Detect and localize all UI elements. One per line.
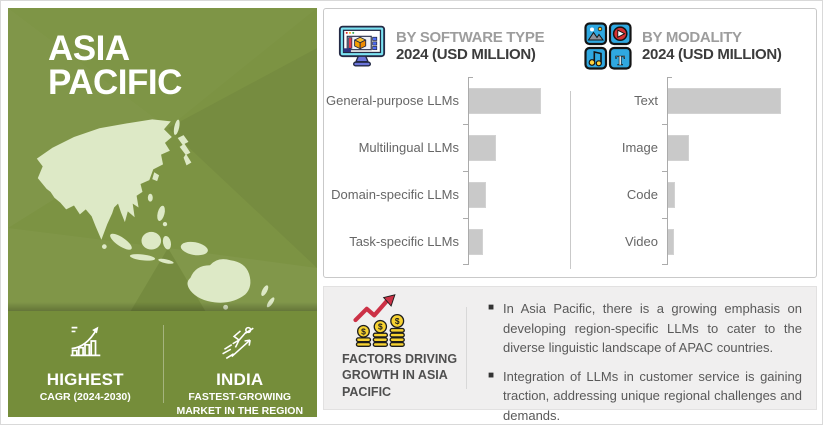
region-title-line1: ASIA — [48, 29, 130, 68]
axis-tick — [667, 77, 672, 78]
coins-growth-icon: $ $ $ — [353, 294, 405, 347]
chart-subtitle: 2024 (USD MILLION) — [642, 46, 782, 63]
bullet-item: ■ Integration of LLMs in customer servic… — [488, 367, 802, 426]
factors-bullets: ■ In Asia Pacific, there is a growing em… — [488, 299, 802, 434]
factors-panel: $ $ $ FACTORS DRIVING GROWTH IN ASIA PAC… — [323, 286, 817, 423]
region-title-line2: PACIFIC — [48, 62, 182, 102]
charts-card: BY SOFTWARE TYPE 2024 (USD MILLION) Gene… — [323, 8, 817, 278]
stat-subtitle: CAGR (2024-2030) — [39, 391, 131, 403]
axis-tick — [662, 124, 667, 125]
category-label: General-purpose LLMs — [326, 92, 459, 108]
svg-text:$: $ — [395, 316, 400, 326]
modality-header: T BY MODALITY 2024 (USD MILLION) — [570, 9, 816, 70]
chart-row: Image — [570, 124, 816, 171]
modality-icon: T — [584, 22, 632, 70]
asia-pacific-panel: ASIA PACIFIC — [8, 8, 317, 417]
axis-tick — [463, 264, 468, 265]
axis-tick — [662, 218, 667, 219]
stat-subtitle: FASTEST-GROWING MARKET IN THE REGION — [176, 391, 304, 417]
category-label: Text — [634, 92, 658, 108]
chart-row: Code — [570, 171, 816, 218]
category-label: Video — [624, 233, 658, 249]
bullet-square-icon: ■ — [488, 302, 495, 313]
software-type-header: BY SOFTWARE TYPE 2024 (USD MILLION) — [324, 9, 570, 70]
modality-plot: Text Image Code Video — [570, 77, 816, 265]
category-label: Domain-specific LLMs — [331, 186, 459, 202]
axis-tick — [468, 77, 473, 78]
stat-title: HIGHEST — [46, 370, 124, 389]
software-type-icon — [338, 25, 386, 67]
chart-row: Multilingual LLMs — [324, 124, 570, 171]
chart-row: Task-specific LLMs — [324, 218, 570, 265]
factors-divider — [466, 307, 467, 389]
svg-text:$: $ — [378, 322, 383, 332]
chart-row: Text — [570, 77, 816, 124]
bullet-item: ■ In Asia Pacific, there is a growing em… — [488, 299, 802, 358]
chart-subtitle: 2024 (USD MILLION) — [396, 46, 536, 63]
axis-tick — [662, 264, 667, 265]
axis-tick — [463, 124, 468, 125]
category-label: Image — [621, 139, 658, 155]
bar-domain-specific-llms — [468, 181, 486, 208]
stat-india-fastest: INDIA FASTEST-GROWING MARKET IN THE REGI… — [163, 311, 318, 417]
bullet-text: Integration of LLMs in customer service … — [503, 368, 802, 423]
stats-divider — [162, 325, 164, 403]
chart-row: General-purpose LLMs — [324, 77, 570, 124]
region-stats-band: HIGHEST CAGR (2024-2030) INDIA FASTEST-G… — [8, 302, 318, 417]
runner-growth-icon — [221, 326, 254, 360]
stat-highest-cagr: HIGHEST CAGR (2024-2030) — [8, 311, 163, 417]
factors-title: FACTORS DRIVING GROWTH IN ASIA PACIFIC — [342, 352, 458, 399]
software-type-plot: General-purpose LLMs Multilingual LLMs D… — [324, 77, 570, 265]
modality-titles: BY MODALITY 2024 (USD MILLION) — [642, 29, 782, 64]
axis-tick — [463, 171, 468, 172]
software-type-titles: BY SOFTWARE TYPE 2024 (USD MILLION) — [396, 28, 545, 64]
axis-tick — [662, 171, 667, 172]
modality-chart: T BY MODALITY 2024 (USD MILLION) Text Im… — [570, 9, 816, 277]
bar-image — [667, 134, 689, 161]
chart-title: BY MODALITY — [642, 28, 742, 46]
bullet-text: In Asia Pacific, there is a growing emph… — [503, 301, 802, 355]
bar-video — [667, 228, 674, 255]
bar-code — [667, 181, 675, 208]
bar-text — [667, 87, 781, 114]
asia-pacific-map — [36, 119, 275, 310]
svg-text:T: T — [616, 54, 626, 69]
software-type-chart: BY SOFTWARE TYPE 2024 (USD MILLION) Gene… — [324, 9, 570, 277]
growth-chart-icon — [70, 326, 101, 357]
axis-tick — [463, 218, 468, 219]
bar-multilingual-llms — [468, 134, 496, 161]
chart-title: BY SOFTWARE TYPE — [396, 28, 545, 46]
region-title: ASIA PACIFIC — [48, 29, 182, 102]
chart-row: Domain-specific LLMs — [324, 171, 570, 218]
category-label: Task-specific LLMs — [349, 233, 459, 249]
category-axis — [667, 77, 668, 265]
category-label: Code — [626, 186, 658, 202]
bullet-square-icon: ■ — [488, 369, 495, 381]
bar-general-purpose-llms — [468, 87, 541, 114]
category-label: Multilingual LLMs — [358, 139, 459, 155]
chart-row: Video — [570, 218, 816, 265]
svg-text:$: $ — [361, 326, 366, 336]
stat-title: INDIA — [216, 370, 264, 389]
category-axis — [468, 77, 469, 265]
charts-divider — [570, 91, 571, 269]
bar-task-specific-llms — [468, 228, 483, 255]
